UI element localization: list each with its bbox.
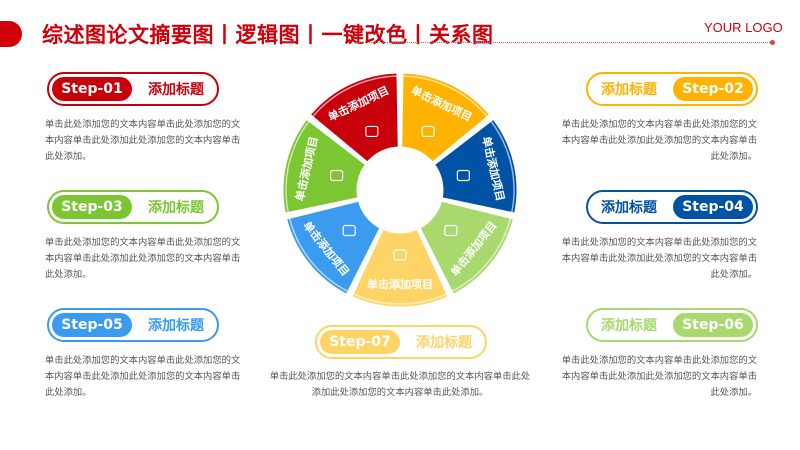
segment-inner-outline [401, 75, 489, 118]
segment-shape [280, 115, 369, 217]
document-icon [342, 224, 356, 237]
header-accent-bar [0, 21, 22, 47]
segment-inner-outline [288, 217, 350, 293]
step-5-description[interactable]: 单击此处添加您的文本内容单击此处添加您的文本内容单击此处添加此处添加您的文本内容… [45, 355, 241, 398]
step-5-pill[interactable]: Step-05 添加标题 [47, 308, 219, 342]
step-7-description[interactable]: 单击此处添加您的文本内容单击此处添加您的文本内容单击此处添加此处添加您的文本内容… [269, 371, 531, 398]
segment-shape [348, 226, 452, 310]
step-title[interactable]: 添加标题 [601, 318, 657, 334]
segment-shape [283, 198, 384, 298]
devices-icon [456, 169, 470, 182]
presentation-icon [330, 169, 344, 182]
step-title[interactable]: 添加标题 [148, 82, 204, 98]
step-2-description[interactable]: 单击此处添加您的文本内容单击此处添加您的文本内容单击此处添加此处添加您的文本内容… [561, 119, 757, 162]
step-1-pill[interactable]: Step-01 添加标题 [47, 72, 219, 106]
segment-label: 单击添加项目 [367, 277, 433, 291]
step-badge: Step-01 [52, 77, 132, 101]
wheel-segment-7[interactable]: 单击添加项目 [306, 70, 401, 166]
logo: YOUR LOGO [704, 20, 783, 35]
step-badge: Step-06 [673, 313, 753, 337]
step-title[interactable]: 添加标题 [601, 82, 657, 98]
step-badge: Step-05 [52, 313, 132, 337]
segment-inner-outline [285, 120, 311, 214]
segment-inner-outline [311, 75, 399, 118]
page-title: 综述图论文摘要图丨逻辑图丨一键改色丨关系图 [42, 23, 494, 47]
segment-shape [399, 70, 494, 166]
segment-shape [416, 198, 517, 298]
chat-icon [444, 224, 458, 237]
step-6-pill[interactable]: Step-06 添加标题 [586, 308, 758, 342]
step-3-description[interactable]: 单击此处添加您的文本内容单击此处添加您的文本内容单击此处添加此处添加您的文本内容… [45, 237, 241, 280]
step-1-description[interactable]: 单击此处添加您的文本内容单击此处添加您的文本内容单击此处添加此处添加您的文本内容… [45, 119, 241, 162]
wheel-segment-6[interactable]: 单击添加项目 [280, 115, 369, 217]
wheel-segment-4[interactable]: 单击添加项目 [348, 226, 452, 310]
step-badge: Step-04 [673, 195, 753, 219]
step-badge: Step-03 [52, 195, 132, 219]
header-divider [356, 42, 772, 43]
step-title[interactable]: 添加标题 [148, 200, 204, 216]
wheel-center [360, 150, 440, 230]
wheel-segment-1[interactable]: 单击添加项目 [399, 70, 494, 166]
step-title[interactable]: 添加标题 [148, 318, 204, 334]
wheel-segment-2[interactable]: 单击添加项目 [431, 115, 520, 217]
person-icon [421, 125, 435, 138]
step-4-pill[interactable]: Step-04 添加标题 [586, 190, 758, 224]
segment-inner-outline [450, 217, 512, 293]
step-badge: Step-02 [673, 77, 753, 101]
chat-icon [393, 249, 407, 261]
divider-end-dot [770, 40, 775, 45]
step-3-pill[interactable]: Step-03 添加标题 [47, 190, 219, 224]
segment-shape [431, 115, 520, 217]
team-icon [365, 125, 379, 138]
step-badge: Step-07 [320, 330, 400, 354]
segment-inner-outline [489, 120, 515, 214]
step-7-pill[interactable]: Step-07 添加标题 [315, 325, 487, 359]
step-4-description[interactable]: 单击此处添加您的文本内容单击此处添加您的文本内容单击此处添加此处添加您的文本内容… [561, 237, 757, 280]
step-6-description[interactable]: 单击此处添加您的文本内容单击此处添加您的文本内容单击此处添加此处添加您的文本内容… [561, 355, 757, 398]
step-2-pill[interactable]: Step-02 添加标题 [586, 72, 758, 106]
segment-shape [306, 70, 401, 166]
step-title[interactable]: 添加标题 [601, 200, 657, 216]
segment-inner-outline [352, 292, 448, 305]
step-title[interactable]: 添加标题 [416, 335, 472, 351]
